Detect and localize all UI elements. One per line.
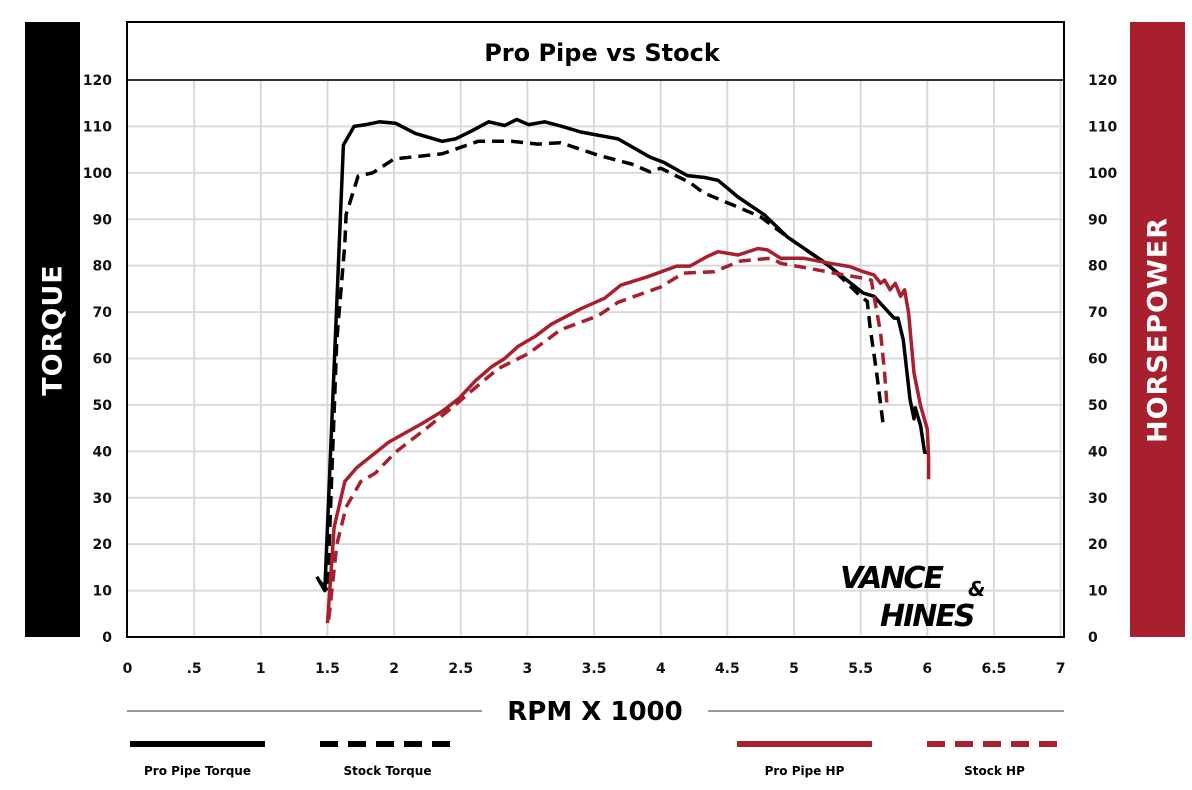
left-y-tick-label: 120 — [83, 73, 112, 89]
right-y-tick-label: 30 — [1088, 491, 1108, 507]
x-tick-label: 4.5 — [715, 661, 740, 677]
left-y-tick-label: 10 — [93, 584, 113, 600]
left-y-tick-label: 30 — [93, 491, 113, 507]
left-y-tick-label: 110 — [83, 119, 112, 135]
right-y-tick-label: 90 — [1088, 212, 1108, 228]
left-y-tick-label: 40 — [93, 444, 113, 460]
legend-label: Pro Pipe Torque — [144, 764, 251, 778]
right-y-tick-label: 70 — [1088, 305, 1108, 321]
right-y-tick-label: 110 — [1088, 119, 1117, 135]
x-tick-label: 0 — [123, 661, 133, 677]
x-tick-label: .5 — [187, 661, 202, 677]
right-y-tick-label: 10 — [1088, 584, 1108, 600]
x-tick-label: 6.5 — [982, 661, 1007, 677]
torque-axis-bar: TORQUE — [25, 22, 80, 637]
right-y-tick-label: 80 — [1088, 259, 1108, 275]
left-y-tick-label: 60 — [93, 352, 113, 368]
legend: Pro Pipe Torque Stock Torque Pro Pipe HP St… — [130, 741, 1062, 778]
left-y-tick-label: 70 — [93, 305, 113, 321]
right-y-tick-label: 40 — [1088, 444, 1108, 460]
right-y-tick-label: 60 — [1088, 352, 1108, 368]
x-tick-label: 2.5 — [448, 661, 473, 677]
legend-label: Stock Torque — [344, 764, 432, 778]
right-y-tick-label: 20 — [1088, 537, 1108, 553]
grid — [127, 79, 1064, 637]
plot-frame — [126, 21, 1065, 638]
xtitle-bg — [482, 690, 708, 730]
series-line-stock-hp — [327, 256, 890, 620]
left-y-tick-label: 0 — [102, 630, 112, 646]
right-y-tick-label: 0 — [1088, 630, 1098, 646]
vance-hines-logo: VANCE & HINES — [840, 561, 987, 634]
x-tick-label: 3 — [523, 661, 533, 677]
left-y-tick-label: 20 — [93, 537, 113, 553]
x-tick-label: 2 — [389, 661, 399, 677]
logo-line2: HINES — [880, 599, 974, 634]
left-y-tick-label: 100 — [83, 166, 112, 182]
x-tick-label: 5.5 — [848, 661, 873, 677]
logo-amp: & — [968, 577, 985, 601]
right-y-tick-label: 120 — [1088, 73, 1117, 89]
series-line-pro-pipe-torque — [315, 117, 928, 593]
right-y-tick-label: 100 — [1088, 166, 1117, 182]
left-y-tick-label: 80 — [93, 259, 113, 275]
legend-label: Pro Pipe HP — [765, 764, 845, 778]
right-y-tick-label: 50 — [1088, 398, 1108, 414]
x-tick-label: 6 — [922, 661, 932, 677]
horsepower-axis-bar: HORSEPOWER — [1130, 22, 1185, 637]
left-y-tick-label: 50 — [93, 398, 113, 414]
x-tick-label: 4 — [656, 661, 666, 677]
series-line-stock-torque — [318, 139, 886, 593]
series-line-pro-pipe-hp — [325, 246, 931, 624]
x-tick-label: 1.5 — [315, 661, 340, 677]
x-axis-title: RPM X 1000 — [507, 697, 682, 727]
legend-label: Stock HP — [964, 764, 1025, 778]
logo-line1: VANCE — [840, 561, 945, 596]
x-tick-label: 7 — [1056, 661, 1066, 677]
chart-title: Pro Pipe vs Stock — [484, 39, 721, 67]
series-lines — [315, 117, 931, 624]
left-y-tick-label: 90 — [93, 212, 113, 228]
x-tick-label: 1 — [256, 661, 266, 677]
x-tick-label: 3.5 — [582, 661, 607, 677]
x-tick-label: 5 — [789, 661, 799, 677]
x-ticks: 0 .5 1 1.5 2 2.5 3 3.5 4 4.5 5 5.5 6 6.5 7 — [123, 661, 1066, 677]
